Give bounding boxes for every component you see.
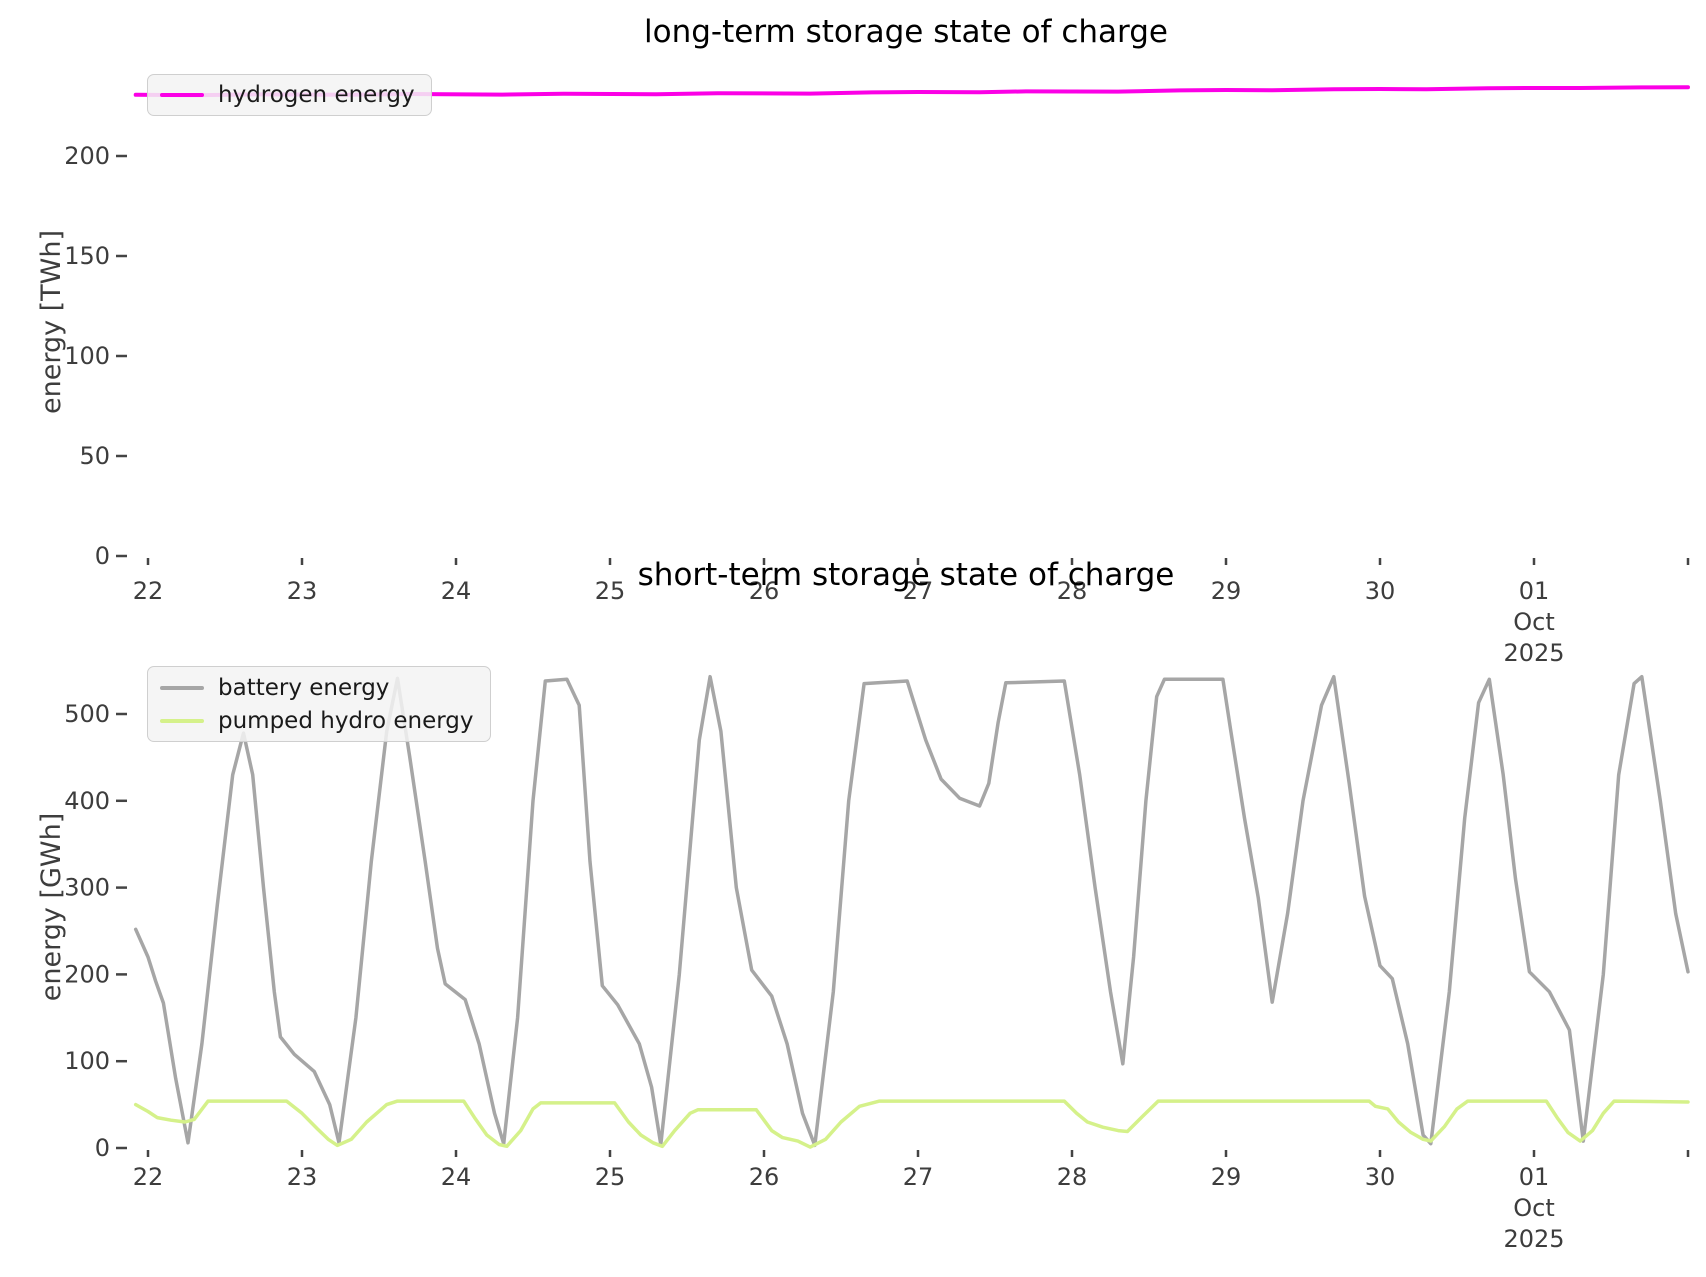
- x-tick-sublabel: 2025: [1503, 639, 1564, 667]
- long-term-y-axis-label: energy [TWh]: [36, 229, 67, 415]
- pumped-hydro-energy-line-swatch: [160, 718, 204, 723]
- x-tick-label: 29: [1211, 577, 1242, 605]
- legend-row-pumped-hydro: pumped hydro energy: [160, 708, 474, 734]
- pumped-hydro-energy-line: [133, 1099, 1690, 1149]
- y-tick-label: 200: [64, 960, 110, 988]
- short-term-y-axis-label: energy [GWh]: [36, 812, 67, 1002]
- x-tick-label: 01: [1519, 1163, 1550, 1191]
- y-tick-label: 500: [64, 700, 110, 728]
- hydrogen-energy-line-swatch: [160, 93, 204, 97]
- x-tick-label: 23: [287, 1163, 318, 1191]
- y-tick-label: 0: [95, 542, 110, 570]
- short-term-legend: battery energy pumped hydro energy: [147, 666, 491, 742]
- x-tick-label: 01: [1519, 577, 1550, 605]
- y-tick-label: 100: [64, 1047, 110, 1075]
- x-tick-sublabel: Oct: [1513, 1194, 1555, 1222]
- y-tick-label: 400: [64, 787, 110, 815]
- y-tick-label: 100: [64, 342, 110, 370]
- legend-row-hydrogen: hydrogen energy: [160, 82, 415, 108]
- x-tick-label: 26: [749, 1163, 780, 1191]
- x-tick-label: 27: [903, 1163, 934, 1191]
- x-tick-label: 25: [595, 577, 626, 605]
- x-tick-label: 22: [133, 577, 164, 605]
- x-tick-label: 24: [441, 577, 472, 605]
- x-tick-label: 24: [441, 1163, 472, 1191]
- y-tick-label: 300: [64, 874, 110, 902]
- long-term-chart-title: long-term storage state of charge: [644, 14, 1168, 50]
- short-term-chart-title: short-term storage state of charge: [637, 557, 1175, 593]
- battery-energy-line-swatch: [160, 685, 204, 690]
- x-tick-label: 27: [903, 577, 934, 605]
- battery-energy-legend-label: battery energy: [218, 674, 390, 701]
- y-tick-label: 50: [79, 442, 110, 470]
- y-tick-label: 150: [64, 242, 110, 270]
- x-tick-label: 30: [1365, 577, 1396, 605]
- legend-row-battery: battery energy: [160, 675, 474, 701]
- x-tick-sublabel: 2025: [1503, 1225, 1564, 1253]
- pumped-hydro-energy-legend-label: pumped hydro energy: [218, 707, 474, 734]
- battery-energy-line: [133, 674, 1690, 1148]
- hydrogen-energy-legend-label: hydrogen energy: [218, 82, 415, 108]
- x-tick-label: 26: [749, 577, 780, 605]
- x-tick-label: 30: [1365, 1163, 1396, 1191]
- x-tick-label: 29: [1211, 1163, 1242, 1191]
- x-tick-label: 28: [1057, 577, 1088, 605]
- x-tick-sublabel: Oct: [1513, 608, 1555, 636]
- y-tick-label: 0: [95, 1134, 110, 1162]
- x-tick-label: 23: [287, 577, 318, 605]
- x-tick-label: 28: [1057, 1163, 1088, 1191]
- x-tick-label: 25: [595, 1163, 626, 1191]
- x-tick-label: 22: [133, 1163, 164, 1191]
- long-term-legend: hydrogen energy: [147, 74, 432, 116]
- y-tick-label: 200: [64, 142, 110, 170]
